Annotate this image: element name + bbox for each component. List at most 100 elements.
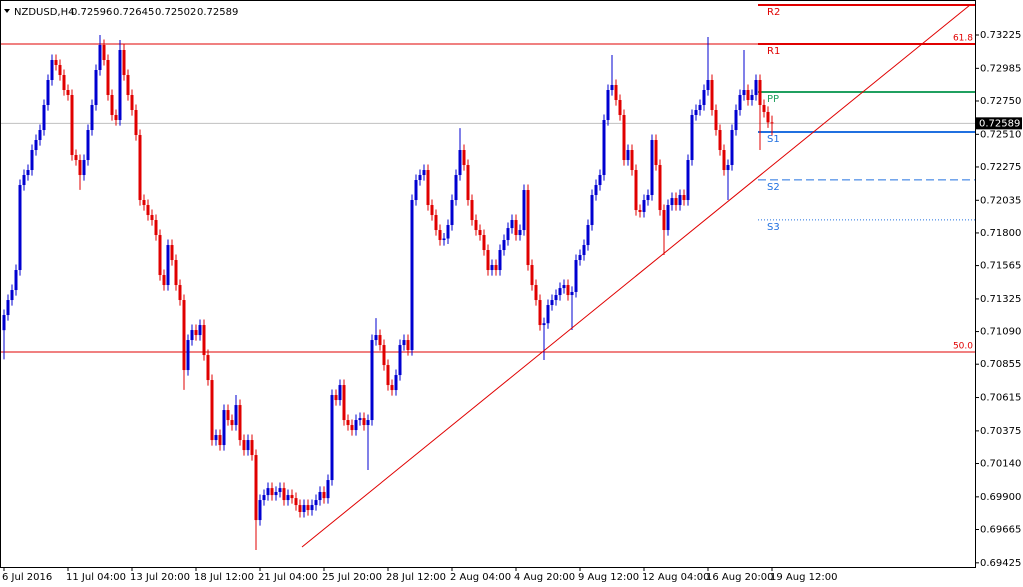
candle-body	[82, 160, 86, 176]
candle-body	[142, 200, 146, 206]
candle-body	[638, 210, 642, 212]
y-tick-label: 0.69665	[980, 524, 1021, 535]
y-tick-label: 0.72750	[980, 96, 1021, 107]
candle-body	[734, 110, 738, 131]
candle-body	[126, 75, 130, 96]
candle-body	[406, 340, 410, 351]
candle-body	[758, 80, 762, 106]
candle-body	[538, 300, 542, 326]
candle-body	[466, 165, 470, 201]
candle-body	[394, 375, 398, 391]
candle-body	[278, 488, 282, 492]
candle-body	[426, 170, 430, 206]
candle-body	[570, 291, 574, 296]
x-tick-label: 2 Aug 04:00	[450, 572, 511, 583]
candle-body	[6, 300, 10, 316]
candle-body	[514, 220, 518, 236]
candle-body	[50, 60, 54, 81]
candle-body	[250, 440, 254, 456]
candle-body	[634, 170, 638, 211]
candle-body	[738, 95, 742, 111]
header-close: 0.72589	[197, 7, 238, 18]
candle-body	[10, 290, 14, 301]
candle-body	[474, 220, 478, 231]
candle-body	[262, 495, 266, 501]
y-tick-label: 0.70855	[980, 359, 1021, 370]
pivot-label: R1	[767, 46, 780, 57]
candle-body	[298, 505, 302, 512]
y-tick-label: 0.70375	[980, 426, 1021, 437]
candle-body	[350, 425, 354, 431]
candle-body	[374, 335, 378, 341]
y-tick-label: 0.71325	[980, 294, 1021, 305]
candle-body	[606, 90, 610, 121]
candle-body	[294, 498, 298, 506]
candle-body	[58, 65, 62, 76]
y-tick-label: 0.69900	[980, 492, 1021, 503]
candle-body	[746, 90, 750, 101]
pivot-label: PP	[767, 94, 779, 105]
candle-body	[674, 198, 678, 206]
x-tick-label: 18 Jul 12:00	[194, 572, 254, 583]
candle-body	[86, 130, 90, 161]
current-price-box	[976, 117, 1022, 130]
candle-body	[162, 275, 166, 286]
candle-body	[170, 245, 174, 261]
candle-body	[558, 288, 562, 296]
candle-body	[174, 260, 178, 286]
candle-body	[650, 140, 654, 196]
candle-body	[74, 155, 78, 161]
candle-body	[178, 285, 182, 301]
candle-body	[274, 491, 278, 496]
candle-body	[586, 225, 590, 246]
candle-body	[770, 122, 774, 124]
candle-body	[502, 240, 506, 251]
candle-body	[546, 305, 550, 324]
candle-body	[722, 150, 726, 171]
candle-body	[358, 418, 362, 421]
candle-body	[590, 195, 594, 226]
candle-body	[378, 335, 382, 346]
candle-body	[726, 165, 730, 171]
y-tick-label: 0.70140	[980, 459, 1021, 470]
candle-body	[138, 135, 142, 201]
candle-body	[594, 185, 598, 196]
candle-body	[762, 105, 766, 112]
x-tick-label: 9 Aug 12:00	[578, 572, 639, 583]
candle-body	[90, 105, 94, 131]
candle-body	[618, 100, 622, 116]
candle-body	[326, 480, 330, 499]
candle-body	[182, 300, 186, 371]
candle-body	[702, 90, 706, 106]
candle-body	[334, 395, 338, 401]
candle-body	[442, 238, 446, 241]
candle-body	[750, 95, 754, 101]
candle-body	[430, 205, 434, 216]
candle-body	[530, 265, 534, 286]
candle-body	[218, 435, 222, 446]
candle-body	[226, 410, 230, 421]
candle-body	[666, 205, 670, 231]
candle-body	[62, 75, 66, 91]
x-tick-label: 13 Jul 20:00	[130, 572, 190, 583]
candle-body	[642, 200, 646, 212]
candle-body	[150, 215, 154, 221]
candle-body	[18, 185, 22, 271]
candle-body	[110, 95, 114, 116]
candle-body	[566, 285, 570, 296]
candle-body	[458, 150, 462, 176]
candle-body	[366, 420, 370, 426]
candle-body	[282, 488, 286, 501]
candle-body	[330, 395, 334, 481]
candle-body	[310, 505, 314, 511]
candle-body	[662, 210, 666, 231]
candle-body	[438, 230, 442, 241]
menu-arrow[interactable]	[4, 9, 10, 13]
candle-body	[354, 420, 358, 431]
candle-body	[38, 130, 42, 141]
x-tick-label: 16 Aug 20:00	[706, 572, 773, 583]
candle-body	[630, 150, 634, 171]
candle-body	[414, 180, 418, 201]
candle-body	[646, 195, 650, 201]
